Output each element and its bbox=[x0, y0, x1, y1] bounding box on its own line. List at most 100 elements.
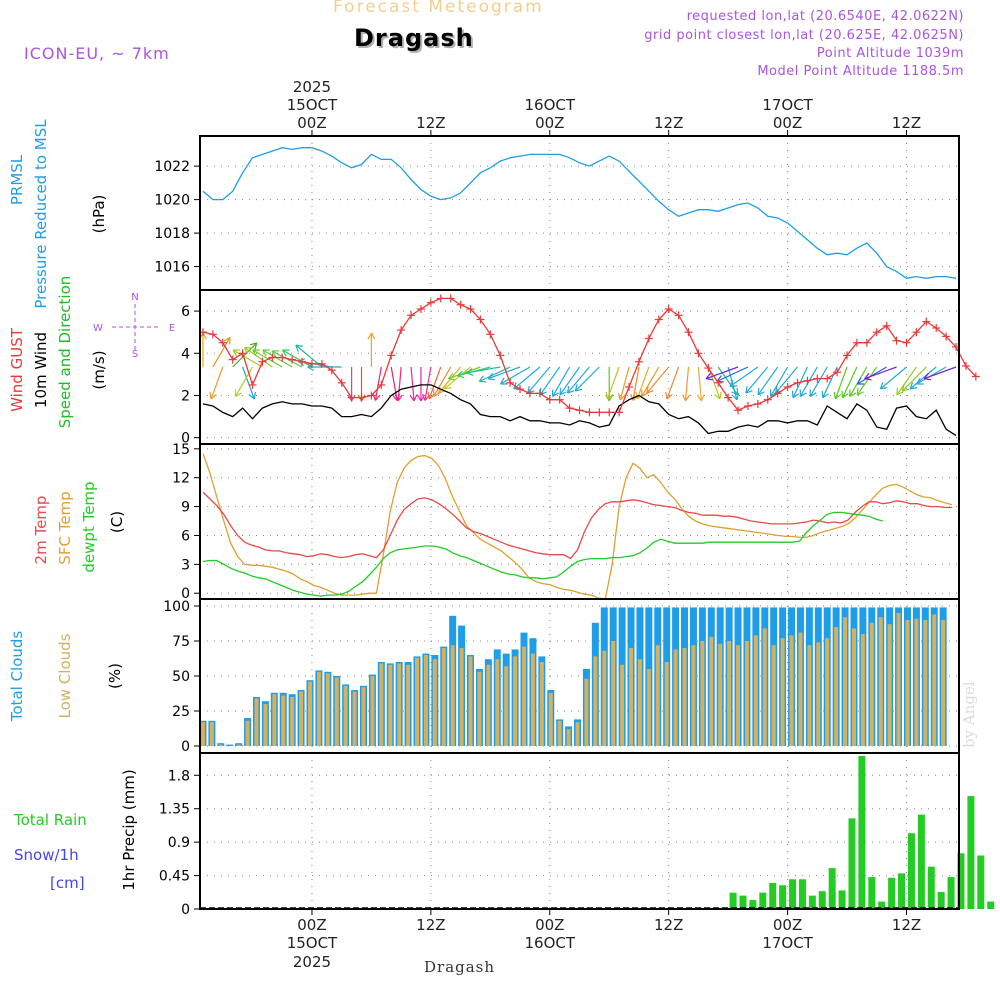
wind-gust-marker bbox=[535, 389, 544, 398]
wind-direction-arrow bbox=[646, 366, 670, 394]
xlabel-bottom: 00Z bbox=[535, 916, 564, 934]
low-cloud-bar bbox=[218, 744, 223, 746]
precip-bar bbox=[818, 891, 826, 909]
wind-gust-marker bbox=[763, 395, 772, 404]
wind-gust-marker bbox=[843, 351, 852, 360]
low-cloud-bar bbox=[602, 650, 607, 746]
low-cloud-bar bbox=[655, 645, 660, 746]
wind-gust-marker bbox=[773, 389, 782, 398]
wind-direction-arrow bbox=[443, 366, 471, 390]
wind-gust-marker bbox=[525, 389, 534, 398]
precip-bar bbox=[898, 873, 906, 909]
wind-gust-marker bbox=[476, 315, 485, 324]
wind-gust-marker bbox=[486, 330, 495, 339]
low-cloud-bar bbox=[352, 691, 357, 746]
wind-gust-marker bbox=[664, 304, 673, 313]
wind-direction-arrow bbox=[282, 349, 313, 368]
low-cloud-bar bbox=[200, 722, 205, 746]
temp-label-c: dewpt Temp bbox=[80, 481, 98, 572]
low-cloud-bar bbox=[673, 649, 678, 746]
low-cloud-bar bbox=[522, 646, 527, 746]
precip-bar bbox=[868, 877, 876, 909]
wind-gust-marker bbox=[565, 404, 574, 413]
compass-east: E bbox=[169, 323, 175, 334]
wind-gust-marker bbox=[407, 311, 416, 320]
low-cloud-bar bbox=[468, 656, 473, 746]
wind-gust-marker bbox=[456, 300, 465, 309]
wind-direction-arrow bbox=[705, 366, 739, 381]
wind-direction-arrow bbox=[864, 366, 897, 381]
low-cloud-bar bbox=[629, 648, 634, 746]
low-cloud-bar bbox=[620, 664, 625, 746]
wind-direction-arrow bbox=[682, 366, 691, 402]
xlabel-bottom: 17OCT bbox=[762, 934, 813, 952]
footer-location: Dragash bbox=[424, 958, 496, 976]
location-title: Dragash bbox=[354, 24, 474, 52]
low-cloud-bar bbox=[209, 722, 214, 746]
wind-gust-marker bbox=[872, 328, 881, 337]
wind-direction-arrow bbox=[896, 366, 917, 396]
low-cloud-bar bbox=[370, 676, 375, 746]
wind-gust-marker bbox=[347, 393, 356, 402]
low-cloud-bar bbox=[459, 648, 464, 746]
wind-direction-arrow bbox=[499, 366, 531, 385]
wind-gust-marker bbox=[337, 378, 346, 387]
wind-direction-arrow bbox=[394, 366, 403, 402]
compass-west: W bbox=[93, 323, 103, 334]
ytick-label: 0 bbox=[181, 739, 190, 755]
xlabel-top: 16OCT bbox=[525, 96, 576, 114]
xlabel-top: 15OCT bbox=[287, 96, 338, 114]
wind-direction-arrow bbox=[799, 366, 818, 397]
precip-bar bbox=[907, 833, 915, 909]
precip-bar bbox=[789, 879, 797, 909]
point-altitude: Point Altitude 1039m bbox=[816, 46, 964, 61]
cloud-unit: (%) bbox=[106, 663, 124, 689]
wind-label-b: 10m Wind bbox=[32, 332, 50, 408]
wind-direction-arrow bbox=[707, 366, 722, 400]
low-cloud-bar bbox=[637, 659, 642, 746]
low-cloud-bar bbox=[432, 659, 437, 746]
low-cloud-bar bbox=[789, 635, 794, 746]
wind-gust-marker bbox=[228, 355, 237, 364]
wind-direction-arrow bbox=[539, 366, 561, 396]
wind-direction-arrow bbox=[262, 349, 293, 368]
xlabel-top: 12Z bbox=[892, 114, 921, 132]
low-cloud-bar bbox=[816, 642, 821, 746]
temp-label-b: SFC Temp bbox=[56, 491, 74, 564]
wind-direction-arrow bbox=[757, 366, 779, 396]
wind-gust-marker bbox=[446, 294, 455, 303]
low-cloud-bar bbox=[566, 729, 571, 746]
wind-direction-arrow bbox=[901, 366, 927, 392]
wind-gust-marker bbox=[625, 383, 634, 392]
wind-gust-marker bbox=[694, 349, 703, 358]
wind-gust-marker bbox=[377, 380, 386, 389]
wind-direction-arrow bbox=[727, 366, 740, 401]
xlabel-bottom: 2025 bbox=[293, 953, 331, 971]
precip-unit: 1hr Precip (mm) bbox=[120, 769, 138, 890]
wind-gust-marker bbox=[466, 304, 475, 313]
wind-gust-marker bbox=[793, 378, 802, 387]
wind-direction-arrow bbox=[466, 366, 501, 376]
pressure-label-b: Pressure Reduced to MSL bbox=[32, 119, 50, 309]
wind-direction-arrow bbox=[574, 366, 600, 392]
ytick-label: 0 bbox=[181, 902, 190, 918]
precip-bar bbox=[927, 866, 935, 909]
ytick-label: 15 bbox=[172, 442, 190, 458]
wind-direction-arrow bbox=[909, 366, 937, 390]
wind-direction-arrow bbox=[232, 342, 258, 368]
low-cloud-bar bbox=[281, 695, 286, 746]
low-cloud-bar bbox=[700, 641, 705, 746]
wind-direction-arrow bbox=[457, 366, 491, 379]
wind-direction-arrow bbox=[641, 366, 660, 397]
low-cloud-bar bbox=[664, 662, 669, 746]
temp-2m-line bbox=[202, 491, 953, 560]
wind-gust-marker bbox=[516, 385, 525, 394]
wind-gust-marker bbox=[902, 338, 911, 347]
wind-gust-marker bbox=[942, 332, 951, 341]
ytick-label: 0.45 bbox=[159, 869, 190, 885]
wind-gust-marker bbox=[367, 391, 376, 400]
low-cloud-bar bbox=[495, 659, 500, 746]
wind-direction-arrow bbox=[841, 366, 858, 399]
wind-gust-marker bbox=[971, 372, 980, 381]
